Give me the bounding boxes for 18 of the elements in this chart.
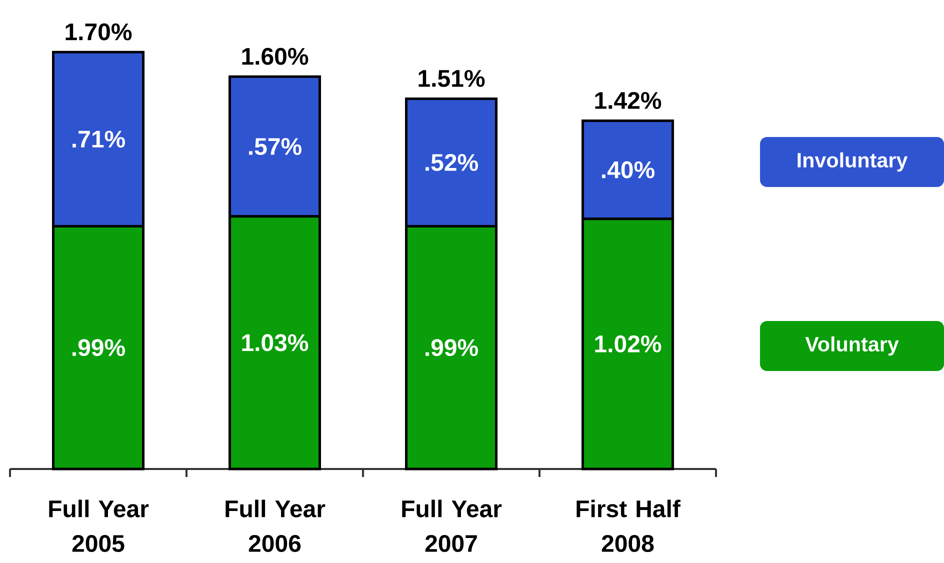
data-label: 1.03% [242,334,308,352]
data-label: .57% [249,138,302,155]
total-label: 1.60% [242,48,308,65]
data-label: 1.02% [595,335,662,352]
data-label: .71% [72,130,125,148]
x-tick-label: Full Year 2005 [49,500,149,552]
data-label: .99% [72,339,125,356]
x-tick-label: First Half 2008 [576,500,680,552]
text: Voluntary [805,336,899,356]
data-label: .52% [426,154,478,171]
total-label: 1.70% [66,23,132,40]
text: Involuntary [798,152,908,172]
x-tick-label: Full Year 2007 [402,500,502,552]
data-label: .40% [602,161,654,178]
total-label: 1.42% [595,92,662,109]
x-tick-label: Full Year 2006 [226,500,326,552]
total-label: 1.51% [418,70,485,87]
data-label: .99% [426,339,478,356]
